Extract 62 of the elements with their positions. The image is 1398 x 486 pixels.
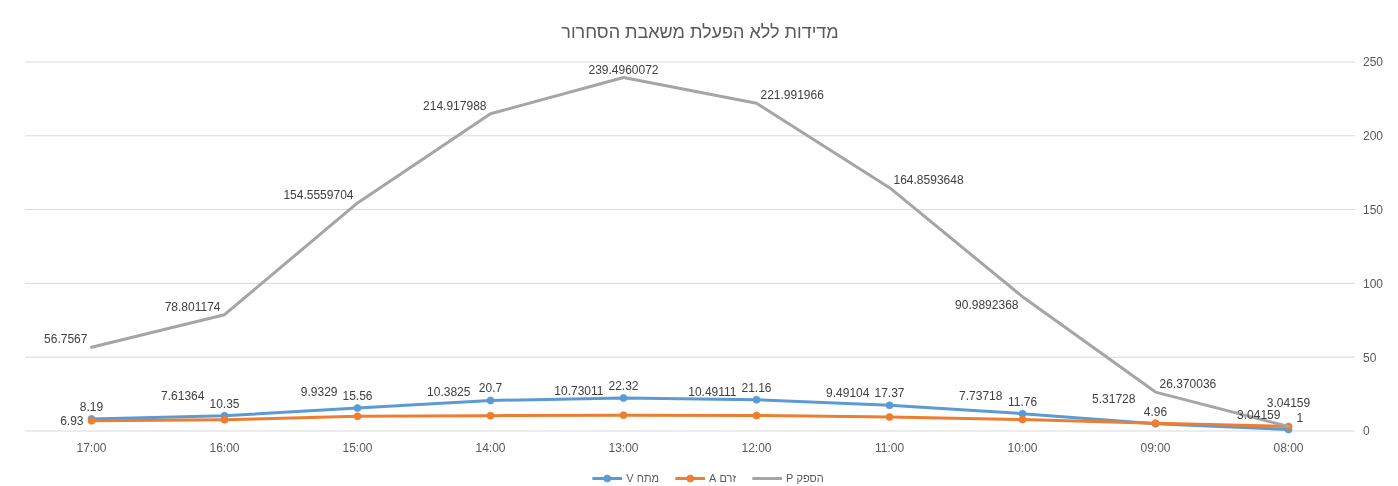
data-label: 7.73718: [959, 388, 1003, 403]
data-label: 5.31728: [1092, 392, 1136, 407]
data-label: 1: [1296, 410, 1304, 425]
point: [353, 412, 362, 421]
y-tick-label: 0: [1363, 424, 1370, 439]
x-tick-label: 14:00: [475, 441, 506, 456]
data-label: 3.04159: [1237, 407, 1281, 422]
point: [885, 413, 894, 421]
x-tick-label: 11:00: [874, 441, 905, 456]
y-tick-label: 200: [1363, 129, 1384, 144]
legend-label: זרם A: [709, 471, 737, 485]
data-label: 56.7567: [44, 332, 88, 347]
x-tick-label: 15:00: [342, 441, 373, 456]
y-tick-label: 150: [1363, 202, 1384, 217]
legend-label: הספק P: [786, 471, 824, 485]
data-label: 8.19: [79, 399, 104, 414]
x-tick-label: 16:00: [209, 441, 240, 456]
y-tick-label: 50: [1363, 350, 1377, 365]
x-tick-label: 10:00: [1007, 441, 1038, 456]
data-label: 10.73011: [554, 384, 604, 399]
data-label: 11.76: [1007, 394, 1038, 409]
data-label: 17.37: [874, 386, 905, 401]
point: [885, 401, 894, 410]
point: [752, 395, 761, 404]
data-label: 10.49111: [688, 384, 737, 399]
x-tick-label: 09:00: [1140, 441, 1171, 456]
point: [619, 394, 628, 402]
data-label: 10.3825: [427, 384, 471, 399]
data-label: 3.04159: [1266, 395, 1311, 410]
data-label: 90.9892368: [955, 298, 1019, 313]
data-label: 21.16: [741, 380, 772, 395]
data-label: 22.32: [608, 379, 639, 394]
data-label: 9.49104: [826, 385, 870, 400]
data-label: 239.4960072: [588, 62, 659, 77]
x-tick-label: 08:00: [1273, 441, 1304, 456]
data-label: 78.801174: [164, 299, 221, 314]
point: [486, 396, 495, 405]
data-label: 26.370036: [1159, 377, 1217, 392]
legend-label: מתח V: [626, 471, 660, 485]
x-tick-label: 13:00: [608, 441, 639, 456]
data-label: 154.5559704: [283, 187, 354, 202]
x-tick-label: 17:00: [76, 441, 107, 456]
point: [1018, 415, 1027, 424]
data-label: 10.35: [209, 396, 240, 411]
point: [353, 404, 362, 412]
data-label: 9.9329: [300, 385, 338, 400]
point: [752, 411, 761, 420]
data-label: 221.991966: [760, 88, 825, 103]
data-label: 6.93: [60, 414, 84, 429]
point: [619, 411, 628, 420]
data-label: 164.8593648: [893, 172, 964, 187]
data-label: 15.56: [342, 389, 373, 404]
data-label: 214.917988: [423, 98, 487, 113]
data-label: 20.7: [478, 381, 503, 396]
x-tick-label: 12:00: [741, 441, 772, 456]
data-label: 4.96: [1143, 404, 1168, 419]
chart-title: מדידות ללא הפעלת משאבת הסחרור: [561, 21, 839, 43]
data-label: 7.61364: [161, 388, 205, 403]
point: [220, 415, 229, 424]
point: [486, 411, 495, 420]
y-tick-label: 100: [1363, 276, 1384, 291]
y-tick-label: 250: [1363, 55, 1384, 70]
